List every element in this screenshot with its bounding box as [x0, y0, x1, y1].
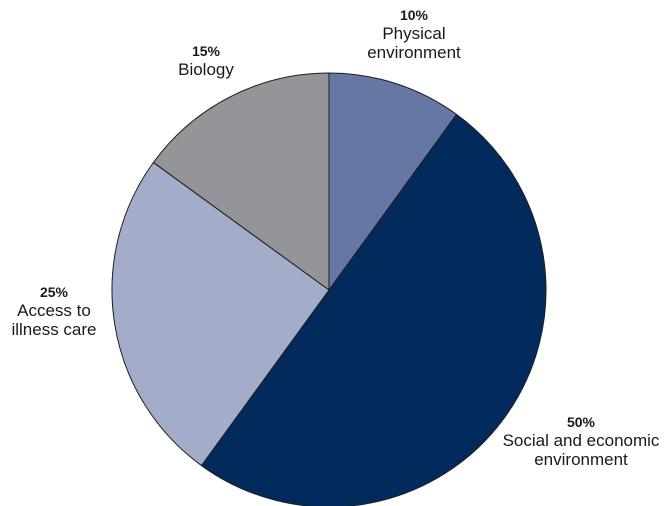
- slice-name-line: Biology: [178, 60, 234, 79]
- slice-label-social-and-economic-environment: 50% Social and economic environment: [492, 414, 670, 469]
- slice-name-line: illness care: [11, 320, 97, 339]
- slice-name-line: Social and economic: [502, 431, 660, 450]
- slice-name-line: Access to: [17, 301, 91, 320]
- slice-percent-label: 15%: [191, 43, 221, 59]
- slice-label-biology: 15% Biology: [156, 43, 256, 79]
- slice-name-line: Physical: [382, 24, 446, 43]
- slice-percent-label: 10%: [399, 7, 429, 23]
- slice-name-line: environment: [534, 450, 628, 469]
- pie-slice-access-to-illness-care: [111, 161, 330, 467]
- slice-percent-label: 50%: [566, 414, 596, 430]
- pie-slice-biology: [152, 72, 330, 291]
- slice-name-line: environment: [367, 43, 461, 62]
- pie-slice-physical-environment: [328, 72, 458, 291]
- slice-label-physical-environment: 10% Physical environment: [354, 7, 474, 62]
- pie-slice-social-and-economic-environment: [200, 113, 547, 506]
- pie-slices: [111, 72, 547, 506]
- slice-label-access-to-illness-care: 25% Access to illness care: [0, 284, 108, 339]
- slice-percent-label: 25%: [39, 284, 69, 300]
